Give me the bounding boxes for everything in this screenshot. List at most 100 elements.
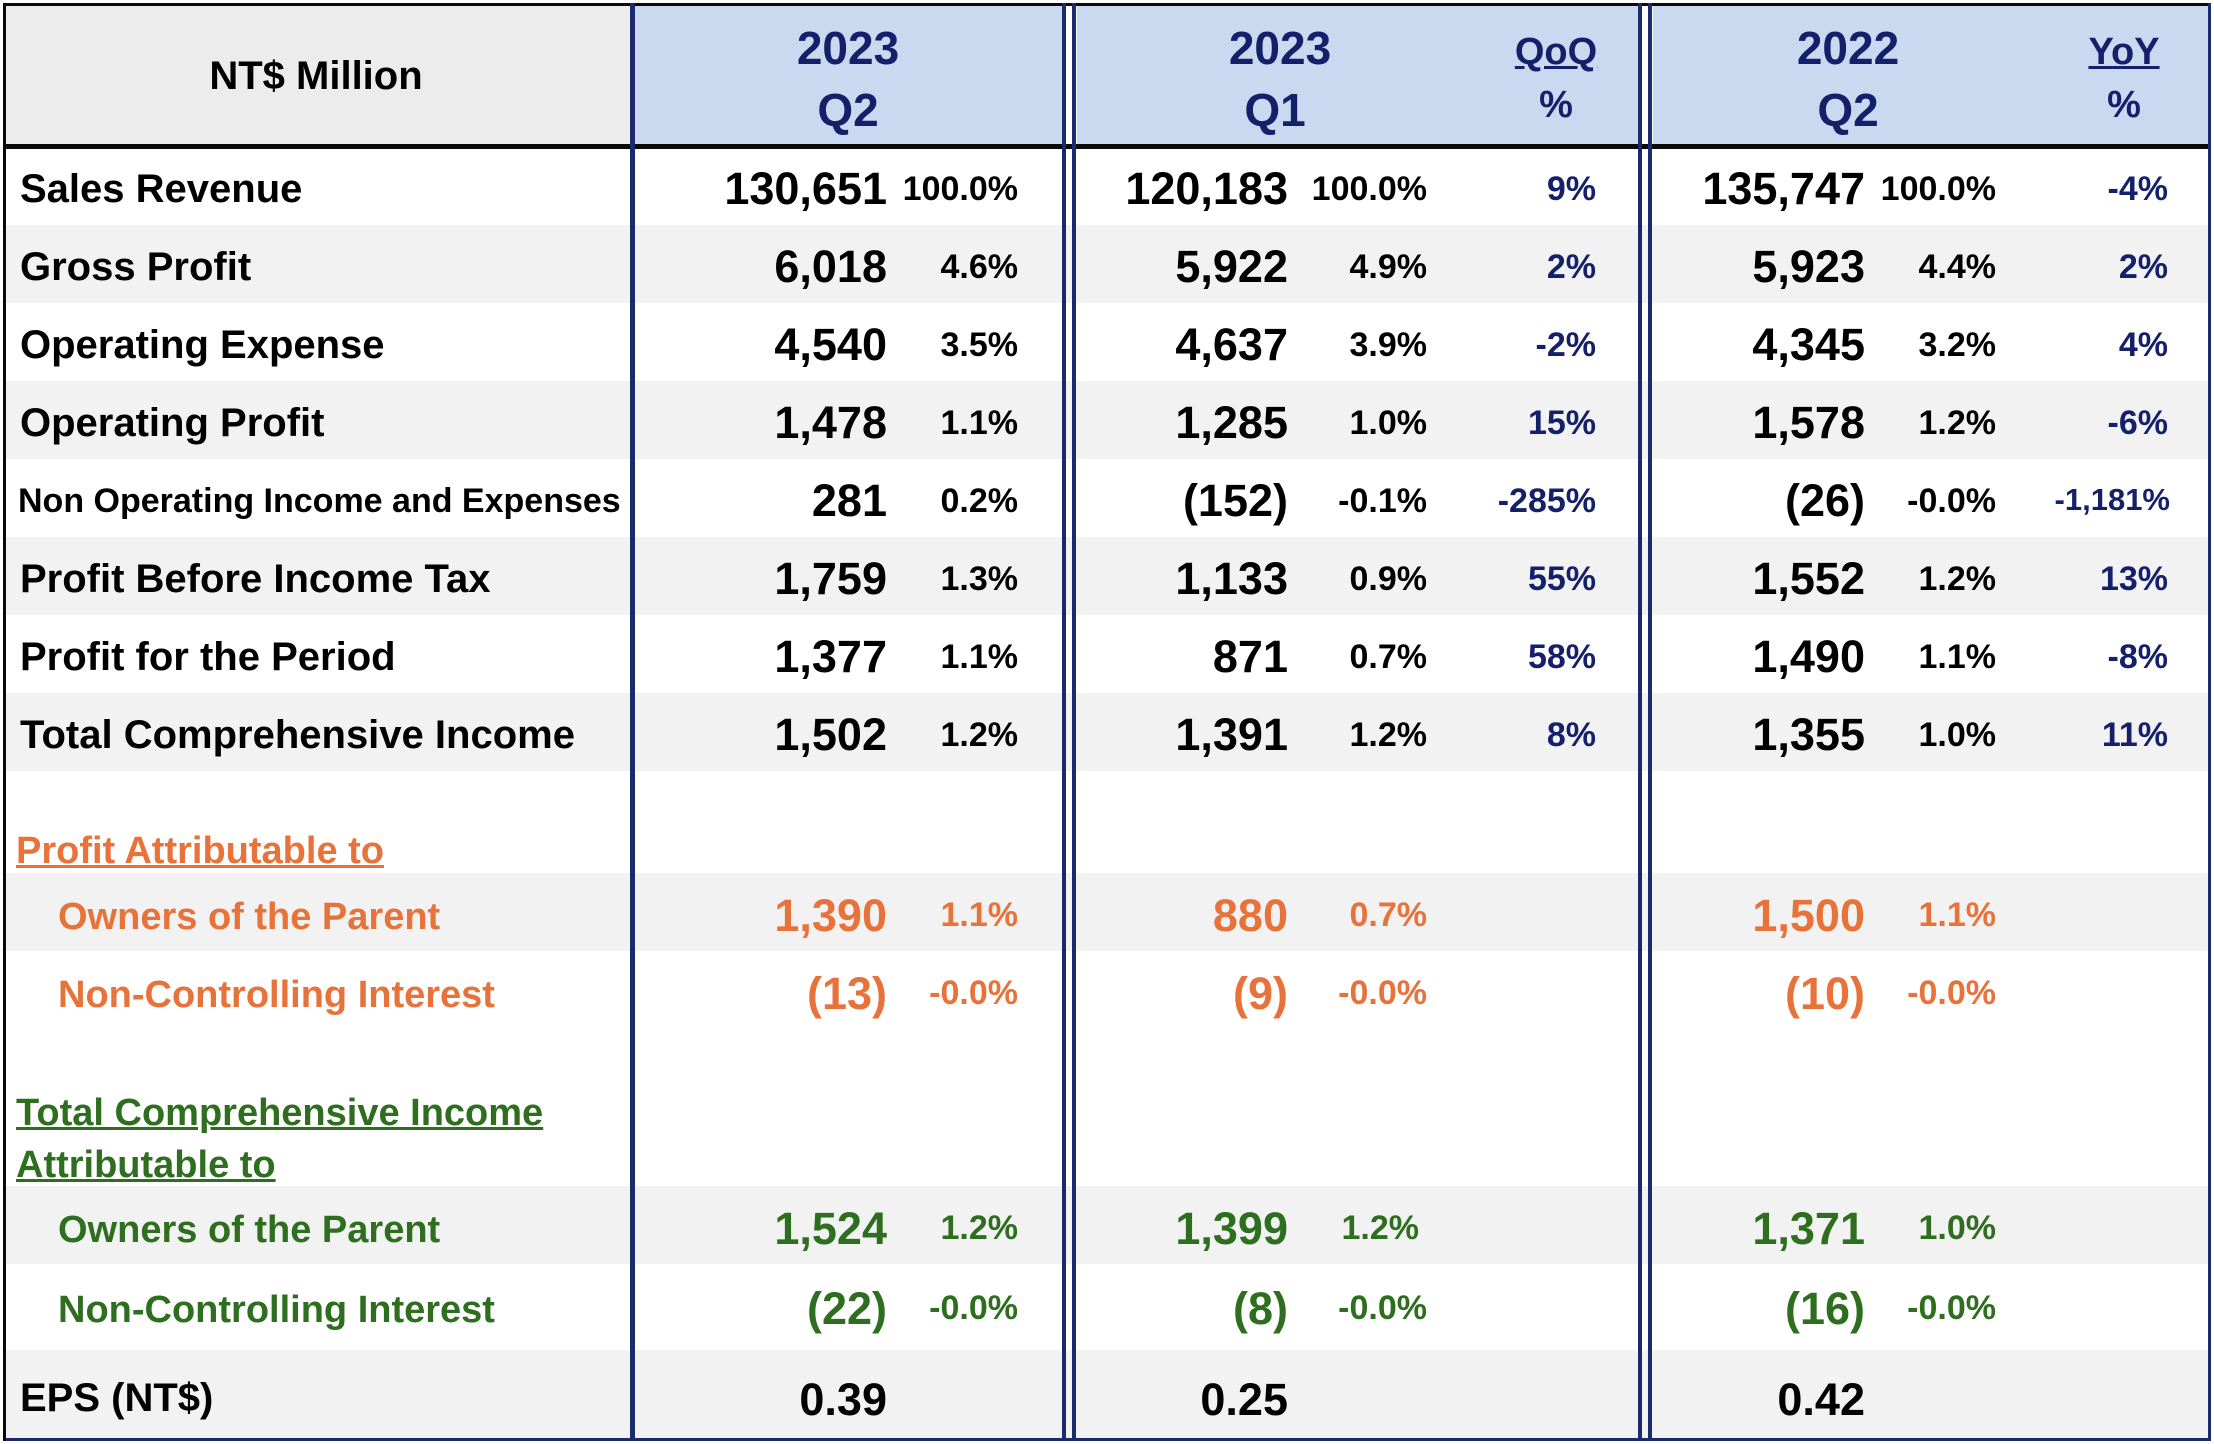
pct-2022-q2: -0.0% — [1907, 482, 1996, 520]
value-2023-q2: 1,502 — [774, 709, 887, 760]
value-2023-q2: 1,390 — [774, 890, 887, 941]
header-year: 2023 — [1228, 22, 1332, 74]
pct-2022-q2: -0.0% — [1907, 1289, 1996, 1327]
header-qoq-label: QoQ — [1514, 31, 1598, 73]
value-2023-q2: 6,018 — [774, 241, 887, 292]
header-cell-2023-q1 — [1077, 5, 1638, 146]
value-2022-q2: (26) — [1784, 475, 1865, 526]
yoy-change: -8% — [2107, 638, 2168, 676]
yoy-change: 13% — [2099, 560, 2168, 598]
pct-2023-q2: -0.0% — [929, 1289, 1018, 1327]
pct-2022-q2: 3.2% — [1918, 326, 1997, 364]
pct-2022-q2: 1.2% — [1918, 560, 1997, 598]
value-2023-q2: 1,524 — [774, 1203, 887, 1254]
value-2023-q1: 871 — [1212, 631, 1288, 682]
qoq-change: -2% — [1535, 326, 1596, 364]
value-2023-q2: 281 — [811, 475, 887, 526]
value-2022-q2: 1,578 — [1752, 397, 1865, 448]
row-label: Operating Expense — [20, 323, 385, 367]
pct-2023-q2: 1.3% — [940, 560, 1019, 598]
value-2023-q1: 1,285 — [1175, 397, 1288, 448]
pct-2023-q2: 100.0% — [902, 170, 1018, 208]
value-2023-q2: 1,478 — [774, 397, 887, 448]
qoq-change: -285% — [1497, 482, 1596, 520]
row-band — [5, 873, 2209, 951]
value-2023-q1: (8) — [1233, 1283, 1288, 1334]
value-2023-q2: (13) — [806, 968, 887, 1019]
row-label: Operating Profit — [20, 401, 325, 445]
value-2022-q2: (10) — [1784, 968, 1865, 1019]
header-unit-label: NT$ Million — [209, 54, 423, 98]
eps-label: EPS (NT$) — [20, 1376, 214, 1420]
value-2022-q2: 1,490 — [1752, 631, 1865, 682]
header-quarter: Q2 — [1817, 84, 1879, 136]
pct-2023-q1: 0.7% — [1349, 896, 1428, 934]
pct-2022-q2: 1.0% — [1918, 716, 1997, 754]
value-2022-q2: 135,747 — [1702, 163, 1865, 214]
header-quarter: Q1 — [1244, 84, 1306, 136]
header-qoq-unit: % — [1539, 84, 1573, 126]
value-2022-q2: (16) — [1784, 1283, 1865, 1334]
table-bottom-border — [3, 1438, 2211, 1441]
value-2023-q1: 5,922 — [1175, 241, 1288, 292]
tci-attributable-heading-line1: Total Comprehensive Income — [16, 1092, 544, 1134]
value-2023-q1: 120,183 — [1125, 163, 1288, 214]
qoq-change: 8% — [1546, 716, 1596, 754]
column-divider — [1062, 3, 1066, 1441]
value-2022-q2: 1,500 — [1752, 890, 1865, 941]
pct-2022-q2: 1.1% — [1918, 638, 1997, 676]
yoy-change: 11% — [2101, 716, 2168, 754]
value-2022-q2: 1,552 — [1752, 553, 1865, 604]
pct-2023-q1: 3.9% — [1349, 326, 1428, 364]
pct-2023-q2: 1.1% — [940, 404, 1019, 442]
value-2023-q2: 130,651 — [724, 163, 887, 214]
qoq-change: 55% — [1527, 560, 1596, 598]
yoy-change: -1,181% — [2054, 482, 2170, 517]
tci-attributable-heading-line2: Attributable to — [16, 1144, 276, 1186]
pct-2022-q2: -0.0% — [1907, 974, 1996, 1012]
row-label: Owners of the Parent — [58, 1209, 441, 1251]
row-label: Non-Controlling Interest — [58, 1289, 495, 1331]
row-label: Non-Controlling Interest — [58, 974, 495, 1016]
value-2022-q2: 1,371 — [1752, 1203, 1865, 1254]
qoq-change: 58% — [1527, 638, 1596, 676]
value-2023-q1: 1,399 — [1175, 1203, 1288, 1254]
pct-2023-q1: 4.9% — [1349, 248, 1428, 286]
yoy-change: -4% — [2107, 170, 2168, 208]
pct-2023-q1: -0.1% — [1338, 482, 1427, 520]
row-label: Sales Revenue — [20, 167, 303, 211]
header-bottom-border — [3, 144, 2211, 149]
table-left-border — [3, 3, 6, 1441]
yoy-change: -6% — [2107, 404, 2168, 442]
pct-2023-q2: -0.0% — [929, 974, 1018, 1012]
row-band — [5, 1350, 2209, 1440]
value-2023-q2: (22) — [806, 1283, 887, 1334]
header-yoy-label: YoY — [2088, 31, 2160, 73]
header-yoy-unit: % — [2107, 84, 2141, 126]
row-label: Profit for the Period — [20, 635, 396, 679]
qoq-change: 15% — [1527, 404, 1596, 442]
header-cell-2023-q2 — [634, 5, 1062, 146]
value-2023-q1: 1,391 — [1175, 709, 1288, 760]
pct-2022-q2: 1.1% — [1918, 896, 1997, 934]
pct-2023-q2: 1.1% — [940, 638, 1019, 676]
header-year: 2022 — [1796, 22, 1900, 74]
value-2022-q2: 1,355 — [1752, 709, 1865, 760]
row-label: Non Operating Income and Expenses — [18, 482, 621, 520]
value-2023-q1: (9) — [1233, 968, 1288, 1019]
header-quarter: Q2 — [817, 84, 879, 136]
value-2023-q1: 1,133 — [1175, 553, 1288, 604]
pct-2023-q1: 100.0% — [1311, 170, 1427, 208]
value-2023-q1: 4,637 — [1175, 319, 1288, 370]
value-2023-q2: 1,759 — [774, 553, 887, 604]
pct-2023-q1: 1.0% — [1349, 404, 1428, 442]
profit-attributable-heading: Profit Attributable to — [16, 830, 384, 872]
column-divider — [1072, 3, 1076, 1441]
value-2023-q1: 880 — [1212, 890, 1288, 941]
pct-2022-q2: 1.0% — [1918, 1209, 1997, 1247]
row-band — [5, 225, 2209, 303]
pct-2022-q2: 100.0% — [1880, 170, 1996, 208]
row-label: Profit Before Income Tax — [20, 557, 491, 601]
column-divider — [1648, 3, 1652, 1441]
